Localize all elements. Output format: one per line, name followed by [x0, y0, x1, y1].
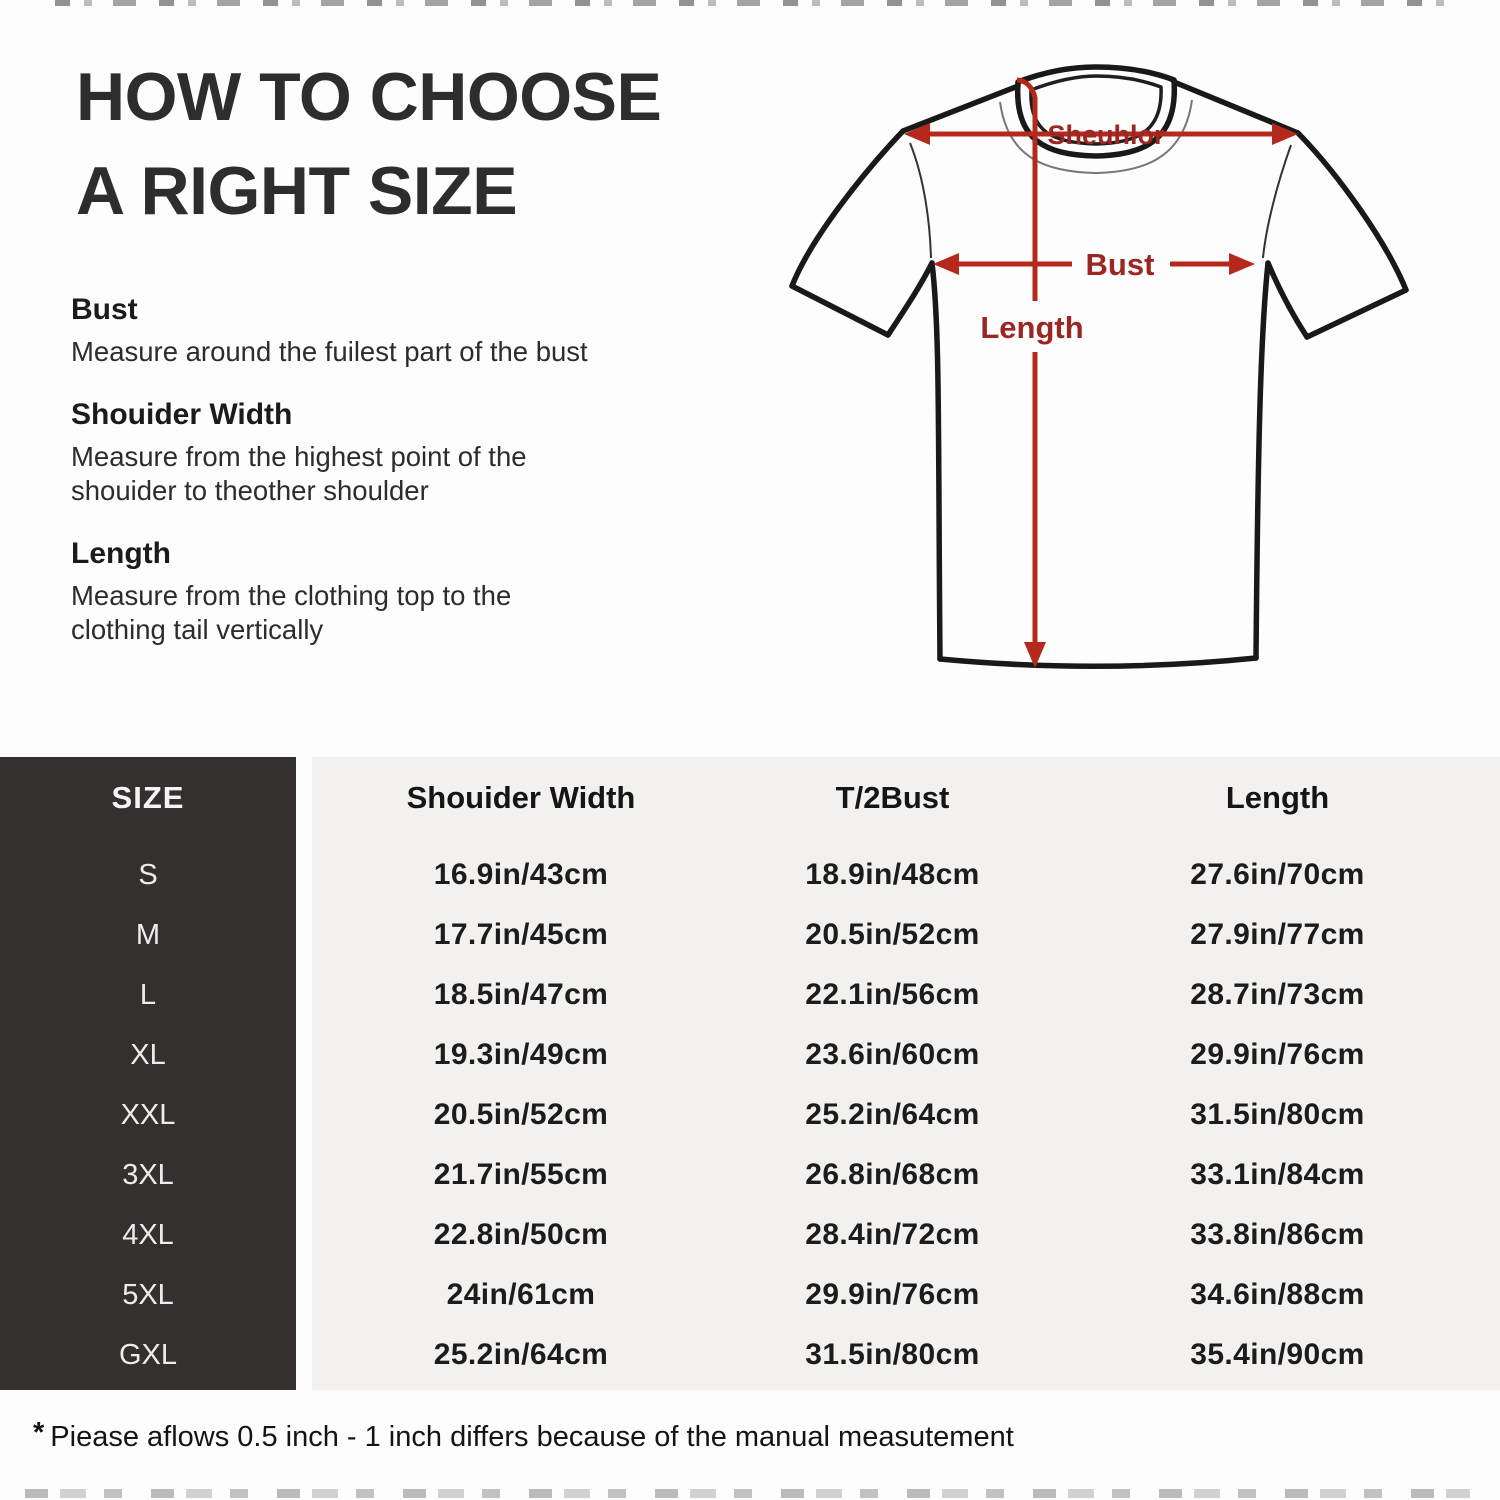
value-cell: 21.7in/55cm — [433, 1158, 609, 1191]
value-cell: 26.8in/68cm — [805, 1158, 980, 1191]
header-size: SIZE — [111, 780, 185, 815]
value-cell: 24in/61cm — [446, 1278, 596, 1311]
length-heading: Length — [71, 537, 171, 570]
size-cell: S — [138, 858, 158, 891]
page-title-line2: A RIGHT SIZE — [76, 153, 518, 229]
instruction-length: Length Measure from the clothing top to … — [71, 536, 671, 647]
length-description-line2: clothing tail vertically — [71, 614, 324, 645]
size-cell: 5XL — [122, 1278, 174, 1311]
length-arrow — [1016, 77, 1046, 668]
diagram-shoulder-label: Sheuhlor — [1047, 120, 1164, 150]
collar-outer-line — [1014, 64, 1178, 159]
table-row-m: M 17.7in/45cm 20.5in/52cm 27.9in/77cm — [0, 905, 1500, 965]
value-cell: 23.6in/60cm — [805, 1038, 980, 1071]
size-cell: M — [135, 918, 161, 951]
value-cell: 18.9in/48cm — [805, 858, 980, 891]
asterisk: * — [33, 1417, 45, 1449]
value-cell: 27.6in/70cm — [1190, 858, 1365, 891]
instruction-shoulder-width: Shouider Width Measure from the highest … — [71, 397, 671, 508]
diagram-length-label: Length — [980, 310, 1083, 345]
left-sleeve-seam — [909, 142, 932, 259]
value-cell: 19.3in/49cm — [433, 1038, 609, 1071]
value-cell: 25.2in/64cm — [805, 1098, 980, 1131]
value-cell: 17.7in/45cm — [433, 918, 609, 951]
size-cell: XXL — [120, 1098, 176, 1131]
table-row-l: L 18.5in/47cm 22.1in/56cm 28.7in/73cm — [0, 965, 1500, 1025]
neckline-seam — [999, 99, 1193, 175]
value-cell: 34.6in/88cm — [1190, 1278, 1365, 1311]
table-header-row: SIZE Shouider Width T/2Bust Length — [0, 757, 1500, 839]
measurement-disclaimer: * Piease aflows 0.5 inch - 1 inch differs… — [33, 1417, 1014, 1454]
value-cell: 29.9in/76cm — [805, 1278, 980, 1311]
tshirt-measurement-diagram: Sheuhlor Bust Length — [789, 64, 1409, 669]
page-title: HOW TO CHOOSE A RIGHT SIZE — [76, 50, 662, 238]
value-cell: 16.9in/43cm — [433, 858, 609, 891]
table-row-6xl: GXL 25.2in/64cm 31.5in/80cm 35.4in/90cm — [0, 1325, 1500, 1385]
bust-description: Measure around the fuilest part of the b… — [71, 336, 588, 367]
value-cell: 33.8in/86cm — [1190, 1218, 1365, 1251]
shoulder-width-heading: Shouider Width — [71, 398, 293, 431]
table-row-5xl: 5XL 24in/61cm 29.9in/76cm 34.6in/88cm — [0, 1265, 1500, 1325]
size-cell: L — [139, 978, 157, 1011]
size-cell: XL — [130, 1038, 166, 1071]
value-cell: 29.9in/76cm — [1190, 1038, 1365, 1071]
value-cell: 25.2in/64cm — [433, 1338, 609, 1371]
value-cell: 18.5in/47cm — [433, 978, 609, 1011]
right-sleeve-seam — [1262, 144, 1292, 259]
value-cell: 28.7in/73cm — [1190, 978, 1365, 1011]
value-cell: 27.9in/77cm — [1190, 918, 1365, 951]
table-row-s: S 16.9in/43cm 18.9in/48cm 27.6in/70cm — [0, 845, 1500, 905]
value-cell: 33.1in/84cm — [1190, 1158, 1365, 1191]
table-size-column-background — [0, 757, 296, 1390]
value-cell: 22.1in/56cm — [805, 978, 980, 1011]
table-row-xxl: XXL 20.5in/52cm 25.2in/64cm 31.5in/80cm — [0, 1085, 1500, 1145]
value-cell: 20.5in/52cm — [433, 1098, 609, 1131]
page-title-line1: HOW TO CHOOSE — [76, 59, 662, 135]
diagram-bust-label: Bust — [1086, 247, 1155, 282]
disclaimer-text: Piease aflows 0.5 inch - 1 inch differs … — [50, 1421, 1014, 1453]
shoulder-width-description-line1: Measure from the highest point of the — [71, 441, 527, 472]
shoulder-width-description-line2: shouider to theother shoulder — [71, 475, 429, 506]
table-body-background — [312, 757, 1500, 1390]
bust-arrow — [933, 253, 1255, 275]
cropped-text-artifact-bottom — [25, 1489, 1470, 1498]
value-cell: 20.5in/52cm — [805, 918, 980, 951]
bust-heading: Bust — [71, 293, 138, 326]
table-body: S 16.9in/43cm 18.9in/48cm 27.6in/70cm M … — [0, 845, 1500, 1385]
table-row-4xl: 4XL 22.8in/50cm 28.4in/72cm 33.8in/86cm — [0, 1205, 1500, 1265]
size-cell: 4XL — [122, 1218, 174, 1251]
cropped-text-artifact-top — [55, 0, 1445, 6]
measure-instructions: Bust Measure around the fuilest part of … — [71, 292, 671, 675]
header-shoulder-width: Shouider Width — [406, 780, 636, 815]
shoulder-arrow — [904, 123, 1298, 145]
collar-inner-line — [1029, 74, 1163, 146]
table-row-xl: XL 19.3in/49cm 23.6in/60cm 29.9in/76cm — [0, 1025, 1500, 1085]
value-cell: 28.4in/72cm — [805, 1218, 980, 1251]
length-description-line1: Measure from the clothing top to the — [71, 580, 512, 611]
size-cell: 3XL — [122, 1158, 174, 1191]
value-cell: 35.4in/90cm — [1190, 1338, 1365, 1371]
value-cell: 22.8in/50cm — [433, 1218, 609, 1251]
header-length: Length — [1225, 780, 1330, 815]
size-cell: GXL — [118, 1338, 178, 1371]
header-half-bust: T/2Bust — [835, 780, 950, 815]
value-cell: 31.5in/80cm — [1190, 1098, 1365, 1131]
instruction-bust: Bust Measure around the fuilest part of … — [71, 292, 671, 369]
table-row-3xl: 3XL 21.7in/55cm 26.8in/68cm 33.1in/84cm — [0, 1145, 1500, 1205]
value-cell: 31.5in/80cm — [805, 1338, 980, 1371]
tshirt-outline — [789, 79, 1409, 669]
